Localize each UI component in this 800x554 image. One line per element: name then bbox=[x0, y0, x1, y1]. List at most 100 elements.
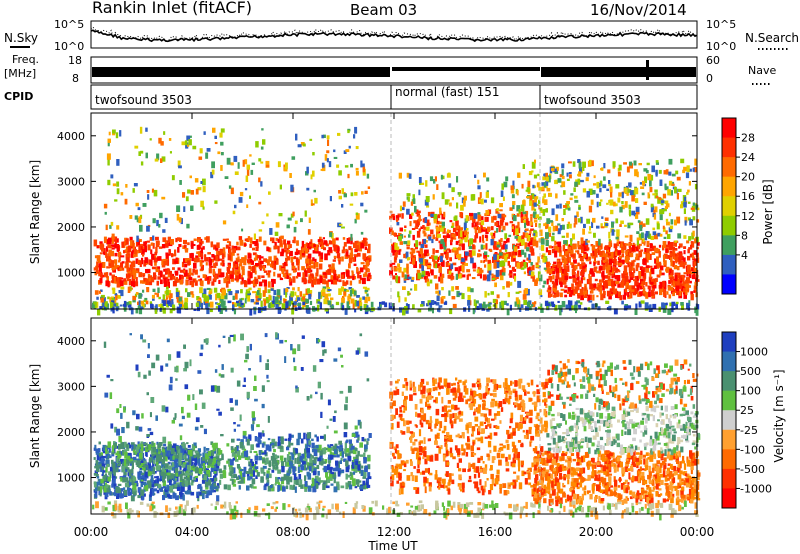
echo-cell bbox=[574, 243, 577, 250]
echo-cell bbox=[578, 162, 582, 169]
echo-cell bbox=[110, 250, 115, 257]
echo-cell bbox=[253, 467, 258, 473]
echo-cell bbox=[582, 277, 586, 281]
echo-cell bbox=[621, 253, 624, 258]
echo-cell bbox=[211, 169, 215, 175]
echo-cell bbox=[529, 199, 533, 206]
echo-cell bbox=[604, 217, 609, 221]
echo-cell bbox=[222, 289, 226, 296]
echo-cell bbox=[569, 197, 573, 201]
echo-cell bbox=[114, 259, 118, 264]
echo-cell bbox=[426, 219, 430, 227]
echo-cell bbox=[555, 241, 559, 245]
echo-cell bbox=[204, 454, 207, 458]
echo-cell bbox=[172, 267, 175, 270]
echo-cell bbox=[467, 273, 471, 277]
echo-cell bbox=[533, 174, 538, 179]
echo-cell bbox=[219, 249, 223, 256]
echo-cell bbox=[120, 458, 124, 465]
echo-cell bbox=[523, 271, 526, 275]
echo-cell bbox=[202, 274, 206, 278]
echo-cell bbox=[254, 241, 258, 246]
echo-cell bbox=[208, 291, 213, 294]
echo-cell bbox=[346, 280, 349, 285]
echo-cell bbox=[345, 453, 349, 457]
echo-cell bbox=[396, 218, 399, 222]
echo-cell bbox=[315, 272, 319, 277]
echo-cell bbox=[248, 265, 252, 270]
echo-cell bbox=[344, 448, 347, 454]
echo-cell bbox=[135, 249, 140, 254]
echo-cell bbox=[448, 183, 452, 188]
echo-cell bbox=[548, 175, 551, 183]
echo-cell bbox=[235, 274, 240, 281]
echo-cell bbox=[363, 264, 367, 270]
echo-cell bbox=[172, 280, 177, 287]
echo-cell bbox=[258, 158, 262, 162]
echo-cell bbox=[210, 466, 214, 473]
echo-cell bbox=[577, 218, 581, 223]
echo-cell bbox=[143, 277, 147, 284]
echo-cell bbox=[575, 281, 579, 286]
echo-cell bbox=[105, 450, 109, 454]
echo-cell bbox=[165, 486, 168, 491]
echo-cell bbox=[406, 267, 409, 274]
echo-cell bbox=[133, 254, 136, 258]
echo-cell bbox=[154, 483, 159, 487]
frequency-panel: 18 8 60 0 bbox=[68, 54, 720, 85]
echo-cell bbox=[596, 270, 600, 274]
echo-cell bbox=[531, 170, 534, 173]
echo-cell bbox=[548, 263, 551, 266]
echo-cell bbox=[350, 163, 353, 168]
echo-cell bbox=[683, 208, 686, 214]
echo-cell bbox=[193, 477, 196, 481]
echo-cell bbox=[283, 239, 287, 245]
echo-cell bbox=[324, 459, 327, 464]
echo-cell bbox=[558, 266, 561, 273]
echo-cell bbox=[336, 276, 340, 279]
echo-cell bbox=[213, 471, 217, 474]
echo-cell bbox=[309, 456, 313, 463]
echo-cell bbox=[464, 263, 468, 266]
echo-cell bbox=[638, 163, 642, 166]
echo-cell bbox=[398, 267, 402, 273]
echo-cell bbox=[132, 299, 136, 303]
echo-cell bbox=[146, 268, 151, 274]
echo-cell bbox=[564, 252, 568, 257]
echo-cell bbox=[222, 470, 226, 475]
echo-cell bbox=[157, 256, 160, 261]
echo-cell bbox=[163, 258, 166, 261]
echo-cell bbox=[588, 277, 592, 284]
echo-cell bbox=[275, 304, 279, 309]
echo-cell bbox=[124, 482, 129, 488]
echo-cell bbox=[305, 298, 309, 304]
echo-cell bbox=[650, 203, 654, 208]
echo-cell bbox=[286, 287, 290, 289]
echo-cell bbox=[535, 279, 538, 284]
echo-cell bbox=[112, 466, 116, 474]
echo-cell bbox=[145, 300, 149, 305]
echo-cell bbox=[686, 277, 690, 284]
echo-cell bbox=[597, 260, 600, 265]
echo-cell bbox=[440, 276, 444, 284]
echo-cell bbox=[169, 293, 173, 299]
colorbar-swatch bbox=[722, 137, 736, 158]
echo-cell bbox=[175, 472, 178, 477]
echo-cell bbox=[626, 281, 629, 285]
echo-cell bbox=[355, 213, 360, 220]
echo-cell bbox=[671, 269, 674, 276]
echo-cell bbox=[250, 444, 254, 450]
echo-cell bbox=[557, 246, 562, 253]
echo-cell bbox=[444, 240, 447, 248]
echo-cell bbox=[600, 199, 603, 202]
echo-cell bbox=[518, 250, 522, 256]
echo-cell bbox=[126, 277, 130, 282]
echo-cell bbox=[497, 213, 502, 219]
echo-cell bbox=[166, 295, 169, 298]
echo-cell bbox=[486, 308, 490, 312]
echo-cell bbox=[563, 258, 568, 261]
echo-cell bbox=[659, 281, 663, 289]
echo-cell bbox=[513, 228, 516, 236]
echo-cell bbox=[586, 218, 591, 224]
echo-cell bbox=[202, 246, 205, 250]
